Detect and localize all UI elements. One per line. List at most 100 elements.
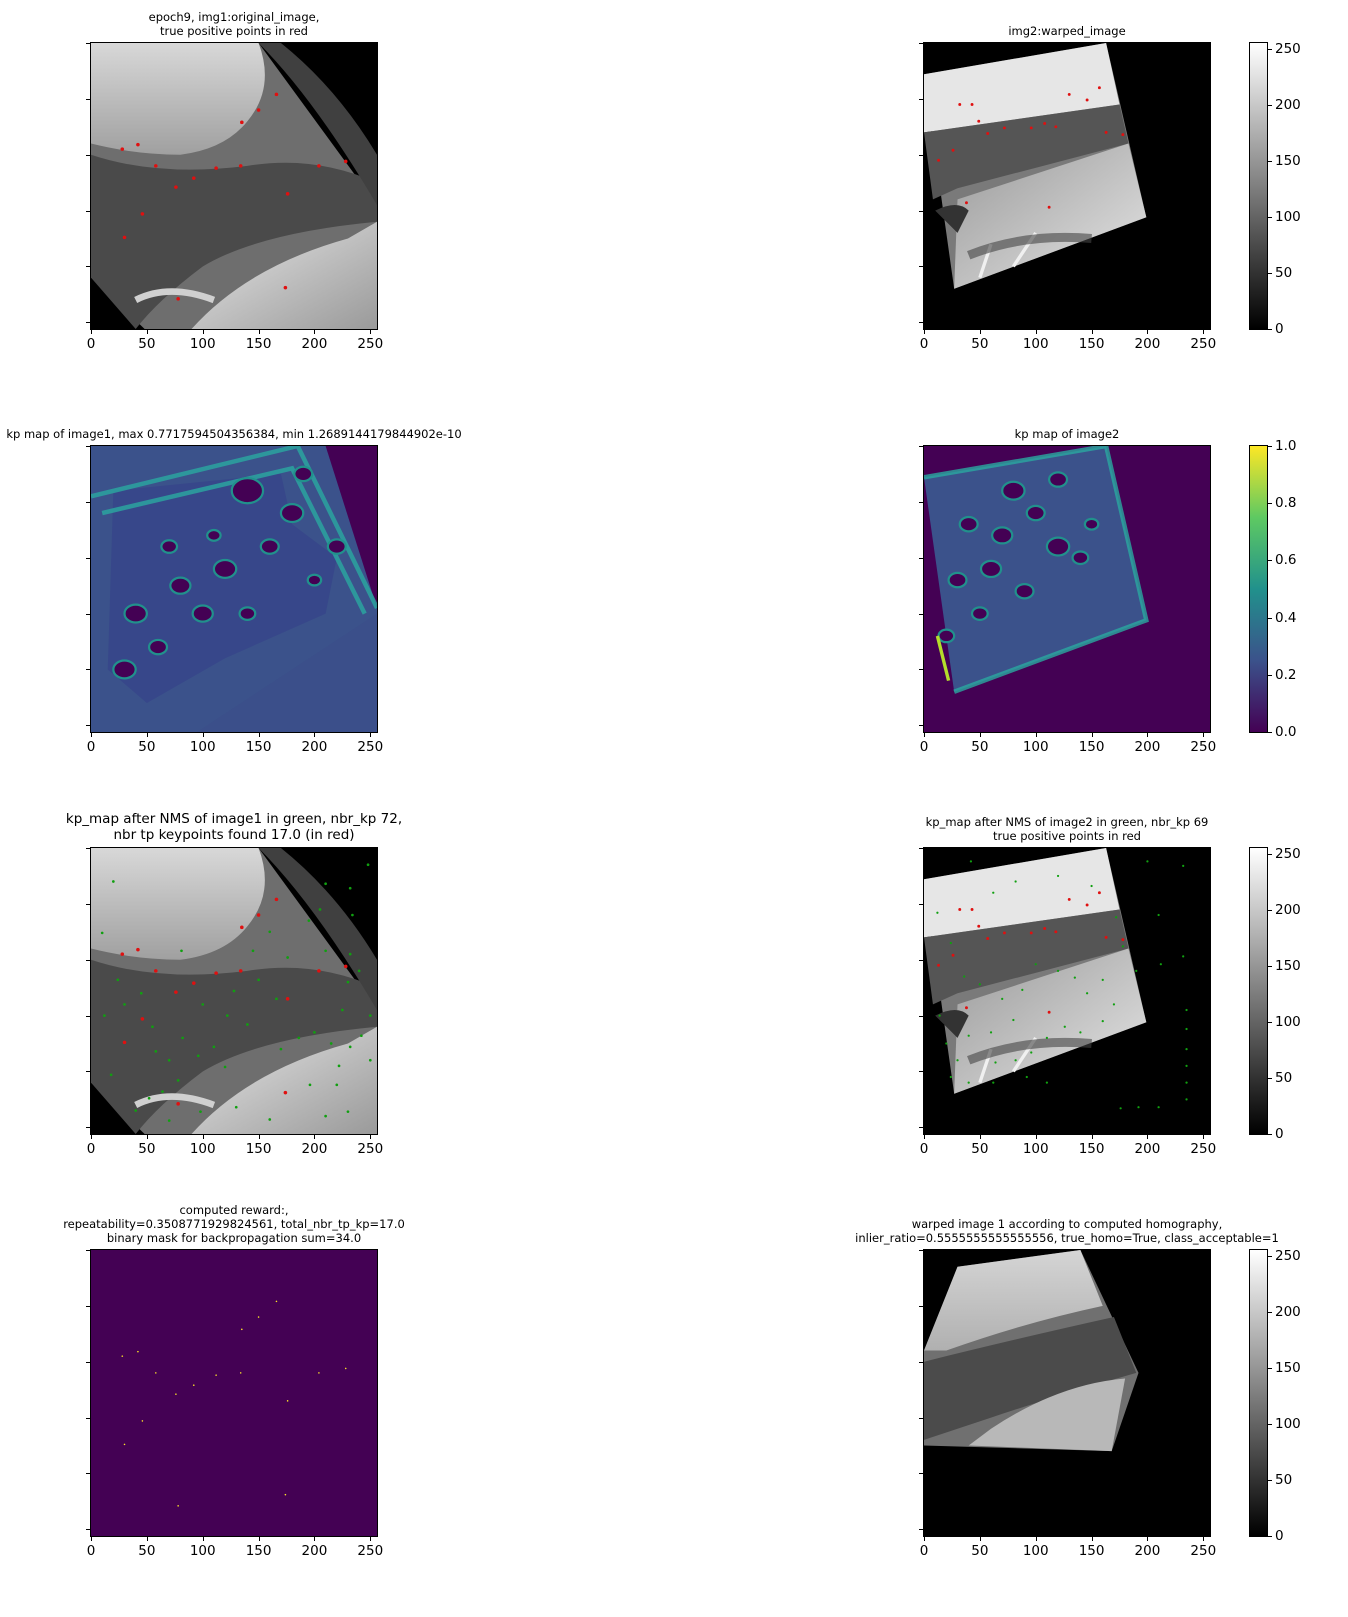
true-positive-point — [285, 997, 290, 1001]
x-tick-mark — [202, 1135, 204, 1139]
nms-keypoint — [324, 882, 327, 886]
y-tick-mark — [919, 501, 923, 503]
nms-keypoint — [368, 1058, 372, 1062]
x-tick-label: 200 — [301, 1141, 328, 1157]
x-tick-mark — [314, 330, 316, 334]
y-tick-mark — [86, 613, 90, 615]
nms-keypoint — [1056, 874, 1060, 878]
y-tick-mark — [86, 1071, 90, 1073]
nms-keypoint — [103, 1014, 106, 1017]
image-axes — [923, 847, 1211, 1135]
true-positive-point — [1029, 126, 1033, 130]
colorbar-tick-label: 50 — [1275, 1069, 1293, 1086]
nms-keypoint — [1014, 1059, 1017, 1062]
nms-keypoint — [181, 1036, 184, 1040]
x-tick-mark — [202, 330, 204, 334]
true-positive-point — [1067, 897, 1071, 901]
x-tick-mark — [314, 1135, 316, 1139]
nms-keypoint — [116, 978, 120, 982]
y-tick-mark — [86, 446, 90, 447]
nms-keypoint — [1185, 1047, 1188, 1051]
nms-keypoint — [318, 908, 322, 911]
nms-keypoint — [1185, 1008, 1188, 1012]
nms-keypoint — [147, 1096, 151, 1100]
mask-point — [215, 1374, 217, 1376]
nms-keypoint — [1182, 864, 1185, 867]
nms-keypoint — [1146, 860, 1149, 863]
x-tick-label: 150 — [245, 1543, 272, 1559]
x-tick-label: 50 — [138, 336, 156, 352]
nms-keypoint — [286, 956, 289, 959]
mask-point — [175, 1393, 177, 1395]
true-positive-point — [176, 297, 180, 301]
x-tick-mark — [1203, 1537, 1205, 1541]
nms-keypoint — [989, 1031, 993, 1034]
x-tick-label: 200 — [1134, 1141, 1161, 1157]
nms-keypoint — [279, 1047, 283, 1051]
x-tick-mark — [1203, 330, 1205, 334]
y-tick-mark — [86, 266, 90, 268]
y-tick-mark — [86, 1127, 90, 1129]
colorbar-tick-label: 0 — [1275, 1528, 1284, 1544]
y-tick-mark — [86, 1305, 90, 1307]
nms-keypoint — [275, 997, 278, 1001]
mask-point — [284, 1493, 287, 1496]
y-tick-mark — [919, 98, 923, 100]
true-positive-point — [1121, 938, 1125, 942]
nms-keypoint — [994, 1061, 997, 1064]
nms-keypoint — [992, 891, 995, 894]
true-positive-point — [1043, 121, 1047, 125]
true-positive-point — [1029, 931, 1033, 935]
true-positive-point — [274, 92, 279, 97]
nms-keypoint — [335, 1083, 339, 1087]
mask-point — [241, 1328, 243, 1331]
x-tick-mark — [979, 1135, 981, 1139]
true-positive-point — [970, 102, 974, 106]
mask-point — [286, 1400, 289, 1402]
true-positive-point — [970, 907, 974, 911]
nms-keypoint — [123, 1003, 126, 1006]
image-axes — [90, 1249, 378, 1537]
image-axes — [90, 445, 378, 733]
x-tick-label: 200 — [1134, 336, 1161, 352]
image-axes — [90, 42, 378, 330]
nms-keypoint — [1056, 969, 1060, 973]
colorbar-tick-label: 1.0 — [1275, 438, 1297, 454]
nms-keypoint — [109, 1073, 113, 1077]
x-tick-mark — [1203, 733, 1205, 737]
colorbar-tick-mark — [1268, 160, 1272, 162]
colorbar-tick-mark — [1268, 617, 1272, 619]
nms-keypoint — [938, 1014, 941, 1017]
true-positive-point — [1121, 133, 1125, 137]
y-tick-mark — [86, 98, 90, 100]
colorbar-tick-mark — [1268, 1021, 1272, 1023]
true-positive-point — [1047, 205, 1051, 209]
x-tick-label: 100 — [1022, 1141, 1049, 1157]
colorbar-tick-mark — [1268, 1423, 1272, 1425]
nms-keypoint — [139, 991, 143, 995]
y-tick-mark — [86, 43, 90, 44]
y-tick-mark — [919, 1071, 923, 1073]
nms-keypoint — [1185, 1064, 1188, 1067]
true-positive-point — [977, 119, 981, 123]
nms-keypoint — [297, 1036, 301, 1040]
mask-point — [192, 1384, 195, 1386]
nms-keypoint — [154, 1049, 158, 1053]
x-tick-mark — [91, 1537, 92, 1541]
panel-title: warped image 1 according to computed hom… — [855, 1217, 1279, 1245]
nms-keypoint — [112, 880, 115, 883]
x-tick-label: 0 — [86, 1543, 96, 1559]
nms-keypoint — [366, 863, 370, 867]
true-positive-point — [274, 897, 279, 902]
mask-point — [257, 1316, 260, 1318]
mask-point — [344, 1367, 347, 1370]
x-tick-mark — [314, 733, 316, 737]
true-positive-point — [951, 953, 955, 957]
x-tick-mark — [1035, 733, 1037, 737]
image-axes — [923, 42, 1211, 330]
mask-point — [177, 1505, 179, 1507]
nms-keypoint — [1090, 884, 1093, 888]
nms-keypoint — [978, 983, 981, 986]
colorbar-tick-mark — [1268, 1479, 1272, 1481]
y-tick-mark — [919, 613, 923, 615]
